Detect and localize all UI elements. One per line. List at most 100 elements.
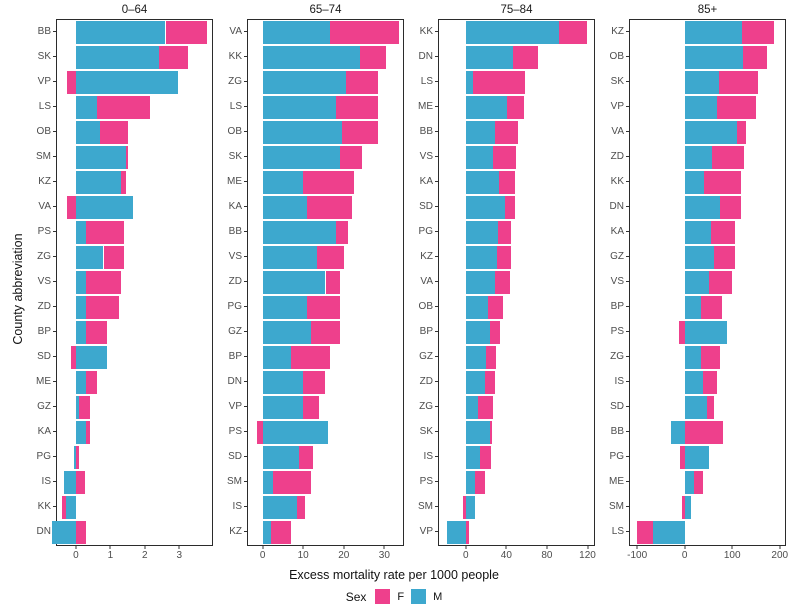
y-tick-mark [626,81,629,82]
y-tick-mark [244,231,247,232]
bar-segment-pg-f [307,296,340,319]
x-tick-mark [302,546,304,549]
county-label: LS [229,101,242,112]
county-label: SM [609,501,624,512]
facet-title: 85+ [697,4,718,16]
y-tick-mark [53,431,56,432]
county-label: ME [609,476,624,487]
county-label: GZ [37,401,51,412]
plot-panel [629,19,786,546]
bar-segment-me-f [694,471,704,494]
county-label: BP [37,326,51,337]
bar-segment-bp-m [75,321,87,344]
y-tick-mark [435,156,438,157]
y-tick-mark [626,356,629,357]
bar-segment-va-f [737,121,746,144]
county-label: ZD [610,151,624,162]
bar-segment-sk-m [75,46,159,69]
county-label: KA [228,201,242,212]
bar-segment-ls-m [262,96,336,119]
bar-segment-kz-m [75,171,121,194]
x-tick-label: 0 [73,550,79,561]
bar-segment-va-m [262,21,330,44]
y-tick-mark [53,281,56,282]
county-label: DN [609,201,624,212]
bar-segment-zd-f [485,371,496,394]
bar-segment-kz-m [684,21,742,44]
county-label: SD [37,351,51,362]
facet-0–64: 0–64 BB SK VP LS OB SM KZ VA PS ZG VS ZD BP SD ME GZ KA PG… [22,3,213,565]
bar-segment-ob-m [75,121,101,144]
bar-segment-vp-m [262,396,304,419]
bar-segment-bp-f [86,321,107,344]
bar-segment-gz-f [79,396,90,419]
bar-segment-ka-f [307,196,352,219]
bar-segment-ls-m [465,71,473,94]
x-tick-mark [109,546,111,549]
x-axis: 0 40 80 120 [438,546,596,565]
x-tick-mark [75,546,77,549]
y-tick-mark [626,406,629,407]
county-label: VP [419,526,433,537]
x-tick-mark [383,546,385,549]
y-tick-mark [626,481,629,482]
y-tick-mark [244,406,247,407]
county-label: IS [232,501,242,512]
y-tick-mark [244,156,247,157]
bar-segment-me-m [684,471,695,494]
y-tick-mark [626,56,629,57]
bar-segment-ka-m [75,421,87,444]
bar-segment-is-f [479,446,492,469]
bar-segment-bp-f [490,321,501,344]
y-tick-mark [626,281,629,282]
bar-segment-ob-f [488,296,504,319]
y-tick-mark [244,106,247,107]
x-tick-mark [779,546,781,549]
x-tick-label: 10 [297,550,309,561]
y-tick-mark [435,281,438,282]
county-label: LS [611,526,624,537]
bar-segment-sm-m [684,496,691,519]
county-label: IS [614,376,624,387]
x-tick-label: -100 [627,550,648,561]
bar-segment-gz-f [714,246,735,269]
legend: Sex F M [4,589,784,604]
y-tick-mark [53,131,56,132]
bar-segment-sm-m [465,496,475,519]
bar-segment-ls-f [637,521,653,544]
bar-segment-is-m [465,446,480,469]
bar-segment-is-m [63,471,76,494]
y-tick-mark [626,331,629,332]
county-label: KZ [229,526,242,537]
county-label: VP [610,101,624,112]
county-label: OB [609,51,624,62]
county-label: LS [38,101,51,112]
bar-segment-ob-f [100,121,128,144]
county-label: KZ [38,176,51,187]
bar-segment-zg-f [103,246,125,269]
y-tick-mark [244,181,247,182]
bar-segment-sm-f [463,496,466,519]
bar-segment-sd-f [299,446,314,469]
bar-segment-pg-m [465,221,499,244]
bar-segment-bb-m [75,21,166,44]
y-tick-mark [626,381,629,382]
county-label: SK [37,51,51,62]
bar-segment-dn-m [262,371,304,394]
x-tick-label: 120 [579,550,596,561]
bar-segment-ps-f [678,321,685,344]
bar-segment-vp-m [684,96,718,119]
y-tick-mark [244,531,247,532]
bar-segment-bb-m [465,121,496,144]
y-tick-mark [244,456,247,457]
county-label: BP [419,326,433,337]
bar-segment-kk-m [262,46,360,69]
facet-panels: 0–64 BB SK VP LS OB SM KZ VA PS ZG VS ZD BP SD ME GZ KA PG… [22,0,788,565]
y-tick-mark [53,456,56,457]
bar-segment-vp-f [465,521,469,544]
x-tick-label: 3 [176,550,183,561]
county-label: IS [41,476,51,487]
bar-segment-vp-f [717,96,757,119]
bar-segment-vs-f [708,271,733,294]
county-label: OB [227,126,242,137]
